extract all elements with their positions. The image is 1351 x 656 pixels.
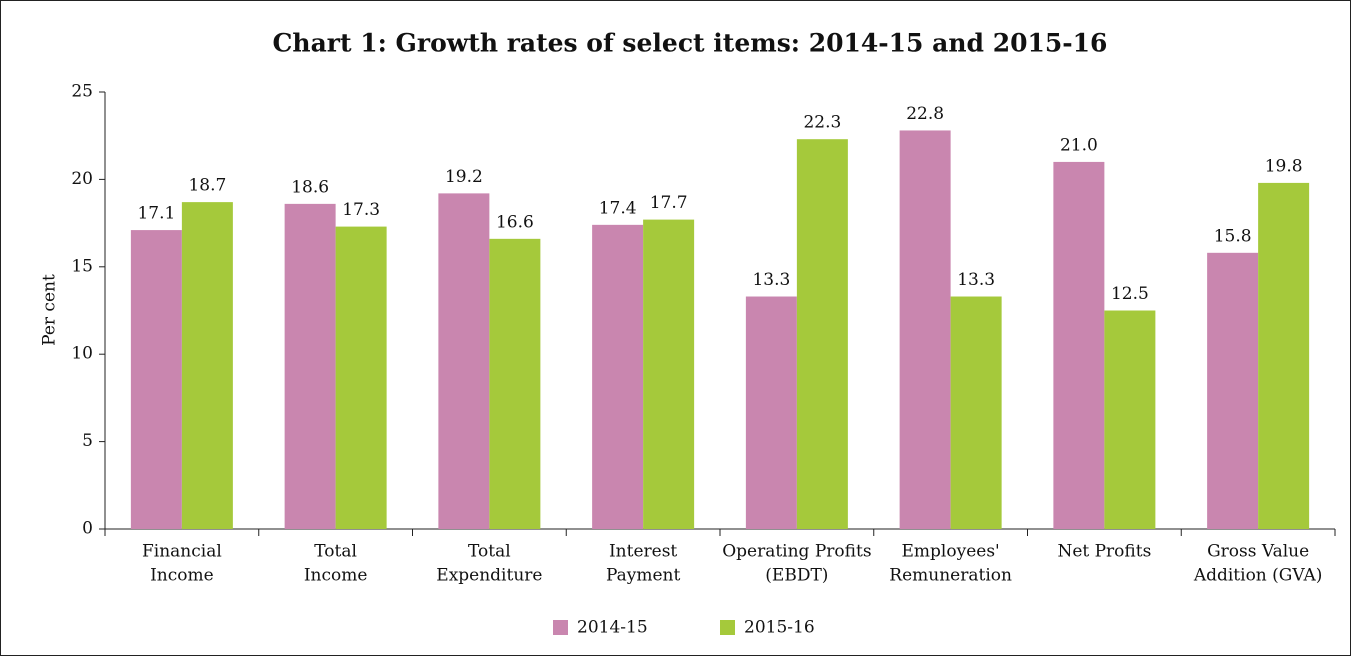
bar (438, 193, 490, 529)
x-tick-label: Financial (142, 542, 222, 562)
chart-title: Chart 1: Growth rates of select items: 2… (273, 29, 1108, 58)
bar (1207, 252, 1259, 530)
x-tick-label: Expenditure (436, 566, 542, 586)
y-tick-label: 20 (71, 169, 93, 189)
bar (1053, 161, 1105, 530)
data-label: 17.4 (599, 198, 637, 218)
x-tick-label: (EBDT) (765, 566, 828, 586)
x-tick-label: Gross Value (1207, 542, 1309, 562)
data-label: 22.8 (906, 104, 944, 124)
y-tick-label: 25 (71, 82, 93, 102)
bar (130, 230, 182, 530)
bar (745, 296, 797, 529)
x-tick-label: Total (314, 542, 357, 562)
x-tick-label: Addition (GVA) (1193, 566, 1323, 586)
bar (950, 296, 1002, 529)
data-label: 13.3 (957, 270, 995, 290)
data-label: 15.8 (1214, 226, 1252, 246)
bar (181, 202, 233, 529)
x-tick-label: Employees' (902, 542, 1000, 562)
data-label: 12.5 (1111, 284, 1149, 304)
bar (335, 226, 387, 529)
x-tick-label: Income (150, 566, 214, 586)
bar (796, 139, 848, 530)
y-tick-label: 10 (71, 344, 93, 364)
y-tick-label: 15 (71, 256, 93, 276)
data-label: 13.3 (752, 270, 790, 290)
bar (1104, 310, 1156, 529)
bar (489, 238, 541, 529)
x-tick-label: Payment (606, 566, 681, 586)
data-label: 19.2 (445, 167, 483, 187)
data-label: 21.0 (1060, 135, 1098, 155)
y-axis-label: Per cent (40, 274, 60, 346)
legend-swatch (553, 620, 568, 635)
data-label: 17.1 (137, 204, 175, 224)
y-tick-label: 5 (82, 431, 93, 451)
bar (643, 219, 695, 529)
data-label: 18.7 (188, 176, 226, 196)
x-tick-label: Income (304, 566, 368, 586)
data-label: 18.6 (291, 177, 329, 197)
x-tick-label: Net Profits (1057, 542, 1151, 562)
legend-label: 2015-16 (744, 618, 815, 638)
data-label: 16.6 (496, 212, 534, 232)
bar (1258, 182, 1310, 529)
legend-label: 2014-15 (577, 618, 648, 638)
data-label: 17.3 (342, 200, 380, 220)
data-label: 17.7 (650, 193, 688, 213)
x-tick-label: Interest (609, 542, 677, 562)
x-tick-label: Operating Profits (722, 542, 871, 562)
x-tick-label: Remuneration (889, 566, 1012, 586)
data-label: 19.8 (1265, 156, 1303, 176)
legend-swatch (720, 620, 735, 635)
y-tick-label: 0 (82, 519, 93, 539)
data-label: 22.3 (803, 113, 841, 133)
x-tick-label: Total (468, 542, 511, 562)
bar (284, 203, 336, 529)
bar (592, 224, 644, 529)
bar (899, 130, 951, 529)
